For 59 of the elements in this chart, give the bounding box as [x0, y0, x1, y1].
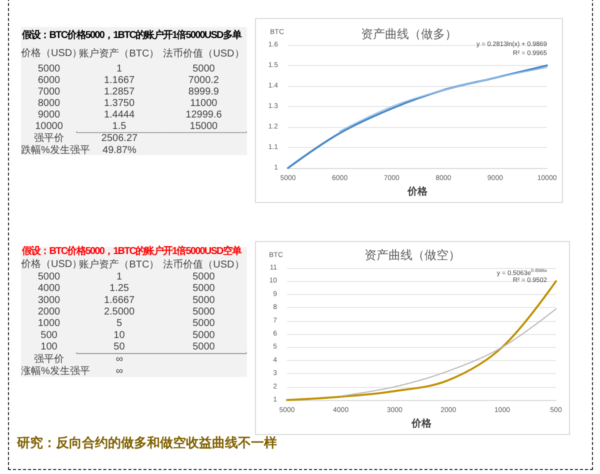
text: 2506.27	[101, 133, 138, 144]
data-label: 50	[114, 342, 126, 353]
data-label: 1	[116, 63, 122, 74]
data-label: 1.25	[110, 283, 130, 294]
text: 研究：反向合约的做多和做空收益曲线不一样	[17, 434, 277, 452]
text: ∞	[116, 354, 124, 365]
data-label: 7000.2	[188, 74, 220, 86]
y-tick-label: 10000	[35, 120, 64, 132]
y-tick-label: 4000	[38, 283, 61, 294]
text: 涨幅%发生强平	[21, 366, 90, 377]
data-label: 5000	[192, 283, 216, 294]
chart-title: 资产曲线（做空）	[364, 248, 460, 262]
y-tick-label: 5000	[38, 271, 61, 282]
data-label: 1.5	[112, 120, 127, 132]
text: ∞	[116, 366, 124, 377]
data-label: 5000	[192, 342, 216, 353]
data-label: 5000	[192, 306, 216, 318]
data-label: 1.3750	[104, 98, 135, 109]
y-tick-label: 7000	[38, 86, 61, 98]
x-axis-title: 价格	[406, 186, 428, 198]
y-tick-label: 8000	[38, 98, 61, 109]
line-series	[340, 308, 557, 397]
data-label: 5000	[192, 318, 216, 330]
y-tick-label: 100	[40, 342, 58, 353]
y-tick-label: 6000	[38, 74, 61, 86]
chart-title: 资产曲线（做多）	[361, 27, 457, 41]
data-label: 2.5000	[104, 306, 135, 318]
text: 跌幅%发生强平	[21, 144, 90, 156]
data-label: 1.1667	[104, 74, 135, 86]
y-tick-label: 3000	[38, 294, 61, 306]
data-label: 5000	[192, 330, 216, 341]
y-tick-label: 500	[40, 330, 58, 341]
y-tick-label: 1000	[38, 318, 61, 330]
y-tick-label: 5000	[38, 63, 61, 74]
text: 49.87%	[102, 144, 136, 156]
y-tick-label: 2000	[38, 306, 61, 318]
data-label: 11000	[190, 98, 218, 109]
chart-title: 假设：BTC价格5000，1BTC的账户开1倍5000USD多单	[22, 28, 242, 43]
x-axis-title: 价格	[410, 417, 432, 430]
y-tick-label: 9000	[38, 109, 61, 120]
data-label: 5000	[192, 271, 216, 282]
data-label: 5000	[192, 63, 216, 74]
text: 强平价	[34, 133, 64, 144]
line-series	[287, 64, 548, 169]
data-label: 1.4444	[104, 109, 135, 120]
x-tick-label: 法币价值（USD）	[163, 258, 244, 270]
text: 强平价	[34, 354, 64, 365]
x-tick-label: 法币价值（USD）	[163, 48, 244, 60]
chart-title: 假设：BTC价格5000，1BTC的账户开1倍5000USD空单	[22, 246, 242, 258]
line-series	[339, 66, 548, 132]
data-label: 10	[114, 330, 126, 341]
data-label: 1.2857	[104, 86, 135, 98]
data-label: 5	[116, 318, 122, 330]
data-label: 12999.6	[186, 109, 222, 120]
data-label: 5000	[192, 294, 216, 306]
data-label: 1	[116, 271, 122, 282]
data-label: 8999.9	[188, 86, 220, 98]
data-label: 15000	[190, 120, 218, 132]
data-label: 1.6667	[104, 294, 135, 306]
